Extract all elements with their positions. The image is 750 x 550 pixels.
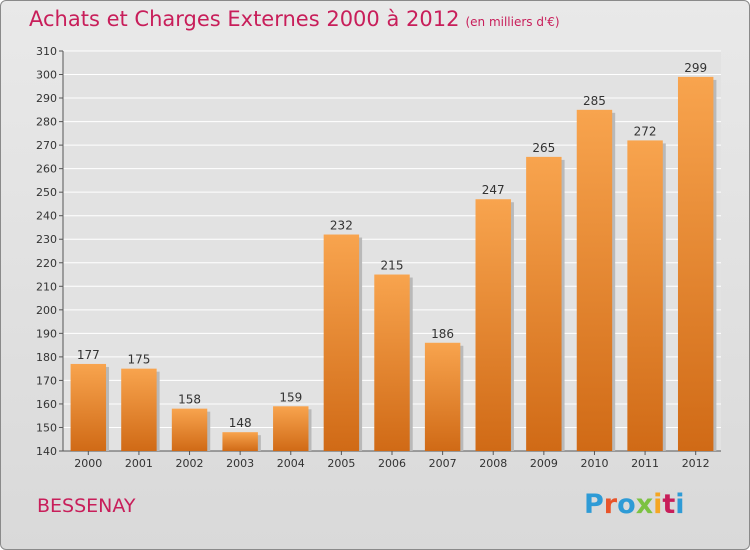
bar-value-label: 148 <box>229 416 252 430</box>
bar <box>323 234 360 451</box>
bar <box>374 274 410 451</box>
bar-value-label: 285 <box>583 94 606 108</box>
bar <box>222 432 258 451</box>
x-tick-label: 2000 <box>74 457 102 470</box>
y-tick-label: 280 <box>36 116 57 129</box>
x-tick-label: 2005 <box>327 457 355 470</box>
bar-value-label: 175 <box>127 353 150 367</box>
y-tick-label: 220 <box>36 257 57 270</box>
bar <box>677 76 714 451</box>
logo-letter: r <box>603 489 618 520</box>
bar-value-label: 186 <box>431 327 454 341</box>
y-tick-label: 190 <box>36 327 57 340</box>
logo-letter: i <box>653 489 663 520</box>
x-tick-label: 2006 <box>378 457 406 470</box>
bar-value-label: 272 <box>634 124 657 138</box>
y-tick-label: 260 <box>36 163 57 176</box>
bar <box>70 363 107 451</box>
y-tick-label: 250 <box>36 186 57 199</box>
x-tick-label: 2010 <box>580 457 608 470</box>
y-tick-label: 180 <box>36 351 57 364</box>
y-tick-label: 160 <box>36 398 57 411</box>
chart-unit: (en milliers d'€) <box>465 15 560 29</box>
y-tick-label: 150 <box>36 421 57 434</box>
y-tick-label: 230 <box>36 233 57 246</box>
bar <box>475 199 511 451</box>
bar-value-label: 158 <box>178 393 201 407</box>
y-tick-label: 270 <box>36 139 57 152</box>
y-tick-label: 210 <box>36 280 57 293</box>
y-tick-label: 140 <box>36 445 57 458</box>
chart-title: Achats et Charges Externes 2000 à 2012 (e… <box>29 7 560 31</box>
x-tick-label: 2011 <box>631 457 659 470</box>
x-tick-label: 2002 <box>176 457 204 470</box>
x-tick-label: 2003 <box>226 457 254 470</box>
bar <box>424 342 461 451</box>
bar-value-label: 265 <box>532 141 555 155</box>
y-tick-label: 300 <box>36 69 57 82</box>
y-tick-label: 290 <box>36 92 57 105</box>
proxiti-logo: Proxiti <box>584 489 685 520</box>
y-tick-label: 170 <box>36 374 57 387</box>
bar <box>121 368 157 451</box>
bar <box>273 406 309 451</box>
logo-letter: x <box>635 489 654 520</box>
x-tick-label: 2008 <box>479 457 507 470</box>
labels: 140 150 160 170 180 190 200 210 220 230 240 250 260 2… <box>36 45 710 470</box>
bar-value-label: 247 <box>482 183 505 197</box>
bar <box>526 156 562 451</box>
x-tick-label: 2007 <box>429 457 457 470</box>
bar-value-label: 232 <box>330 219 353 233</box>
y-tick-label: 200 <box>36 304 57 317</box>
bar-value-label: 177 <box>77 348 100 362</box>
y-tick-label: 240 <box>36 210 57 223</box>
bars <box>70 76 717 452</box>
chart-title-text: Achats et Charges Externes 2000 à 2012 <box>29 7 460 31</box>
bar-value-label: 299 <box>684 61 707 75</box>
logo-letter: i <box>675 489 685 520</box>
bar-value-label: 215 <box>381 259 404 273</box>
x-tick-label: 2012 <box>682 457 710 470</box>
y-tick-label: 310 <box>36 45 57 58</box>
logo-letter: o <box>617 489 636 520</box>
x-tick-label: 2001 <box>125 457 153 470</box>
logo-letter: P <box>584 489 604 520</box>
bar <box>576 109 613 451</box>
bar <box>627 140 663 452</box>
x-tick-label: 2004 <box>277 457 305 470</box>
logo-letter: t <box>662 489 676 520</box>
bar-value-label: 159 <box>279 390 302 404</box>
x-tick-label: 2009 <box>530 457 558 470</box>
bar <box>171 408 208 451</box>
city-name: BESSENAY <box>37 495 136 517</box>
